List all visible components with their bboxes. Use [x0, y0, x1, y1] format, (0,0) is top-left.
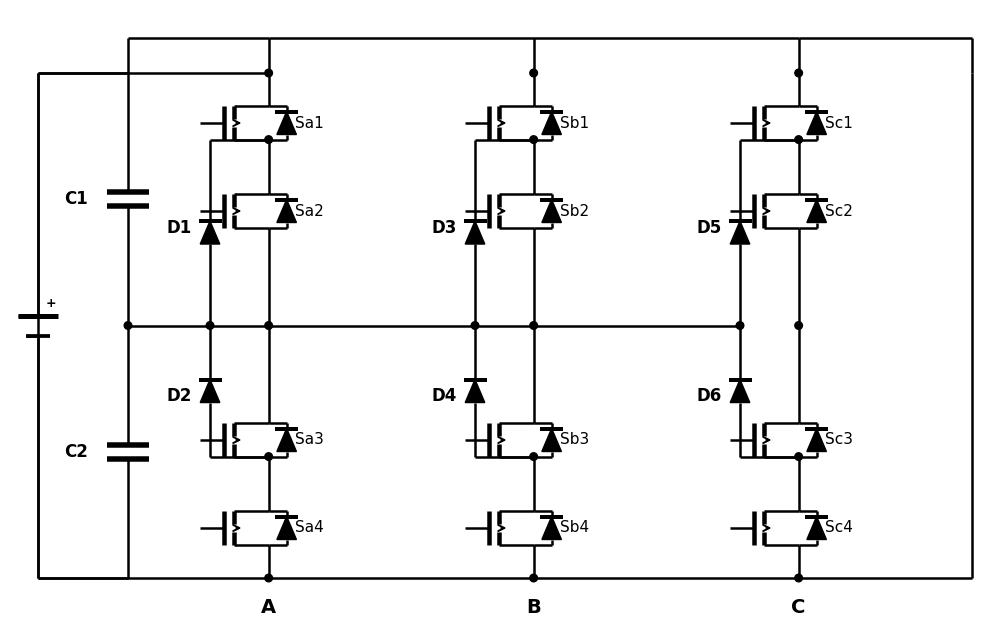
Circle shape [736, 322, 744, 329]
Circle shape [265, 453, 272, 460]
Text: C: C [791, 598, 806, 617]
Circle shape [530, 69, 537, 77]
Polygon shape [730, 379, 750, 403]
Text: Sb4: Sb4 [560, 521, 589, 536]
Text: D3: D3 [431, 219, 457, 237]
Text: Sa4: Sa4 [295, 521, 324, 536]
Text: B: B [526, 598, 541, 617]
Polygon shape [277, 516, 296, 539]
Polygon shape [465, 379, 485, 403]
Text: Sb3: Sb3 [560, 433, 589, 448]
Text: Sa2: Sa2 [295, 203, 324, 219]
Polygon shape [277, 428, 296, 452]
Polygon shape [730, 221, 750, 244]
Text: Sc1: Sc1 [825, 116, 853, 131]
Polygon shape [542, 112, 561, 134]
Text: D1: D1 [166, 219, 192, 237]
Text: D2: D2 [166, 387, 192, 405]
Circle shape [124, 322, 132, 329]
Text: A: A [261, 598, 276, 617]
Circle shape [795, 136, 802, 143]
Text: Sc2: Sc2 [825, 203, 853, 219]
Text: Sb2: Sb2 [560, 203, 589, 219]
Polygon shape [807, 112, 826, 134]
Text: +: + [46, 297, 57, 310]
Text: C1: C1 [64, 190, 88, 208]
Circle shape [206, 322, 214, 329]
Circle shape [530, 322, 537, 329]
Circle shape [795, 322, 802, 329]
Circle shape [530, 136, 537, 143]
Polygon shape [807, 428, 826, 452]
Circle shape [265, 69, 272, 77]
Text: C2: C2 [64, 443, 88, 461]
Circle shape [265, 136, 272, 143]
Text: D5: D5 [696, 219, 722, 237]
Polygon shape [807, 516, 826, 539]
Polygon shape [200, 379, 220, 403]
Text: D4: D4 [431, 387, 457, 405]
Circle shape [265, 322, 272, 329]
Circle shape [795, 69, 802, 77]
Polygon shape [277, 112, 296, 134]
Polygon shape [465, 221, 485, 244]
Text: Sc3: Sc3 [825, 433, 853, 448]
Text: D6: D6 [696, 387, 722, 405]
Text: Sc4: Sc4 [825, 521, 853, 536]
Circle shape [795, 574, 802, 582]
Circle shape [265, 574, 272, 582]
Polygon shape [542, 200, 561, 222]
Text: Sa1: Sa1 [295, 116, 324, 131]
Circle shape [530, 574, 537, 582]
Circle shape [471, 322, 479, 329]
Circle shape [530, 453, 537, 460]
Text: Sa3: Sa3 [295, 433, 324, 448]
Polygon shape [807, 200, 826, 222]
Circle shape [795, 453, 802, 460]
Polygon shape [200, 221, 220, 244]
Text: Sb1: Sb1 [560, 116, 589, 131]
Polygon shape [542, 428, 561, 452]
Polygon shape [542, 516, 561, 539]
Polygon shape [277, 200, 296, 222]
